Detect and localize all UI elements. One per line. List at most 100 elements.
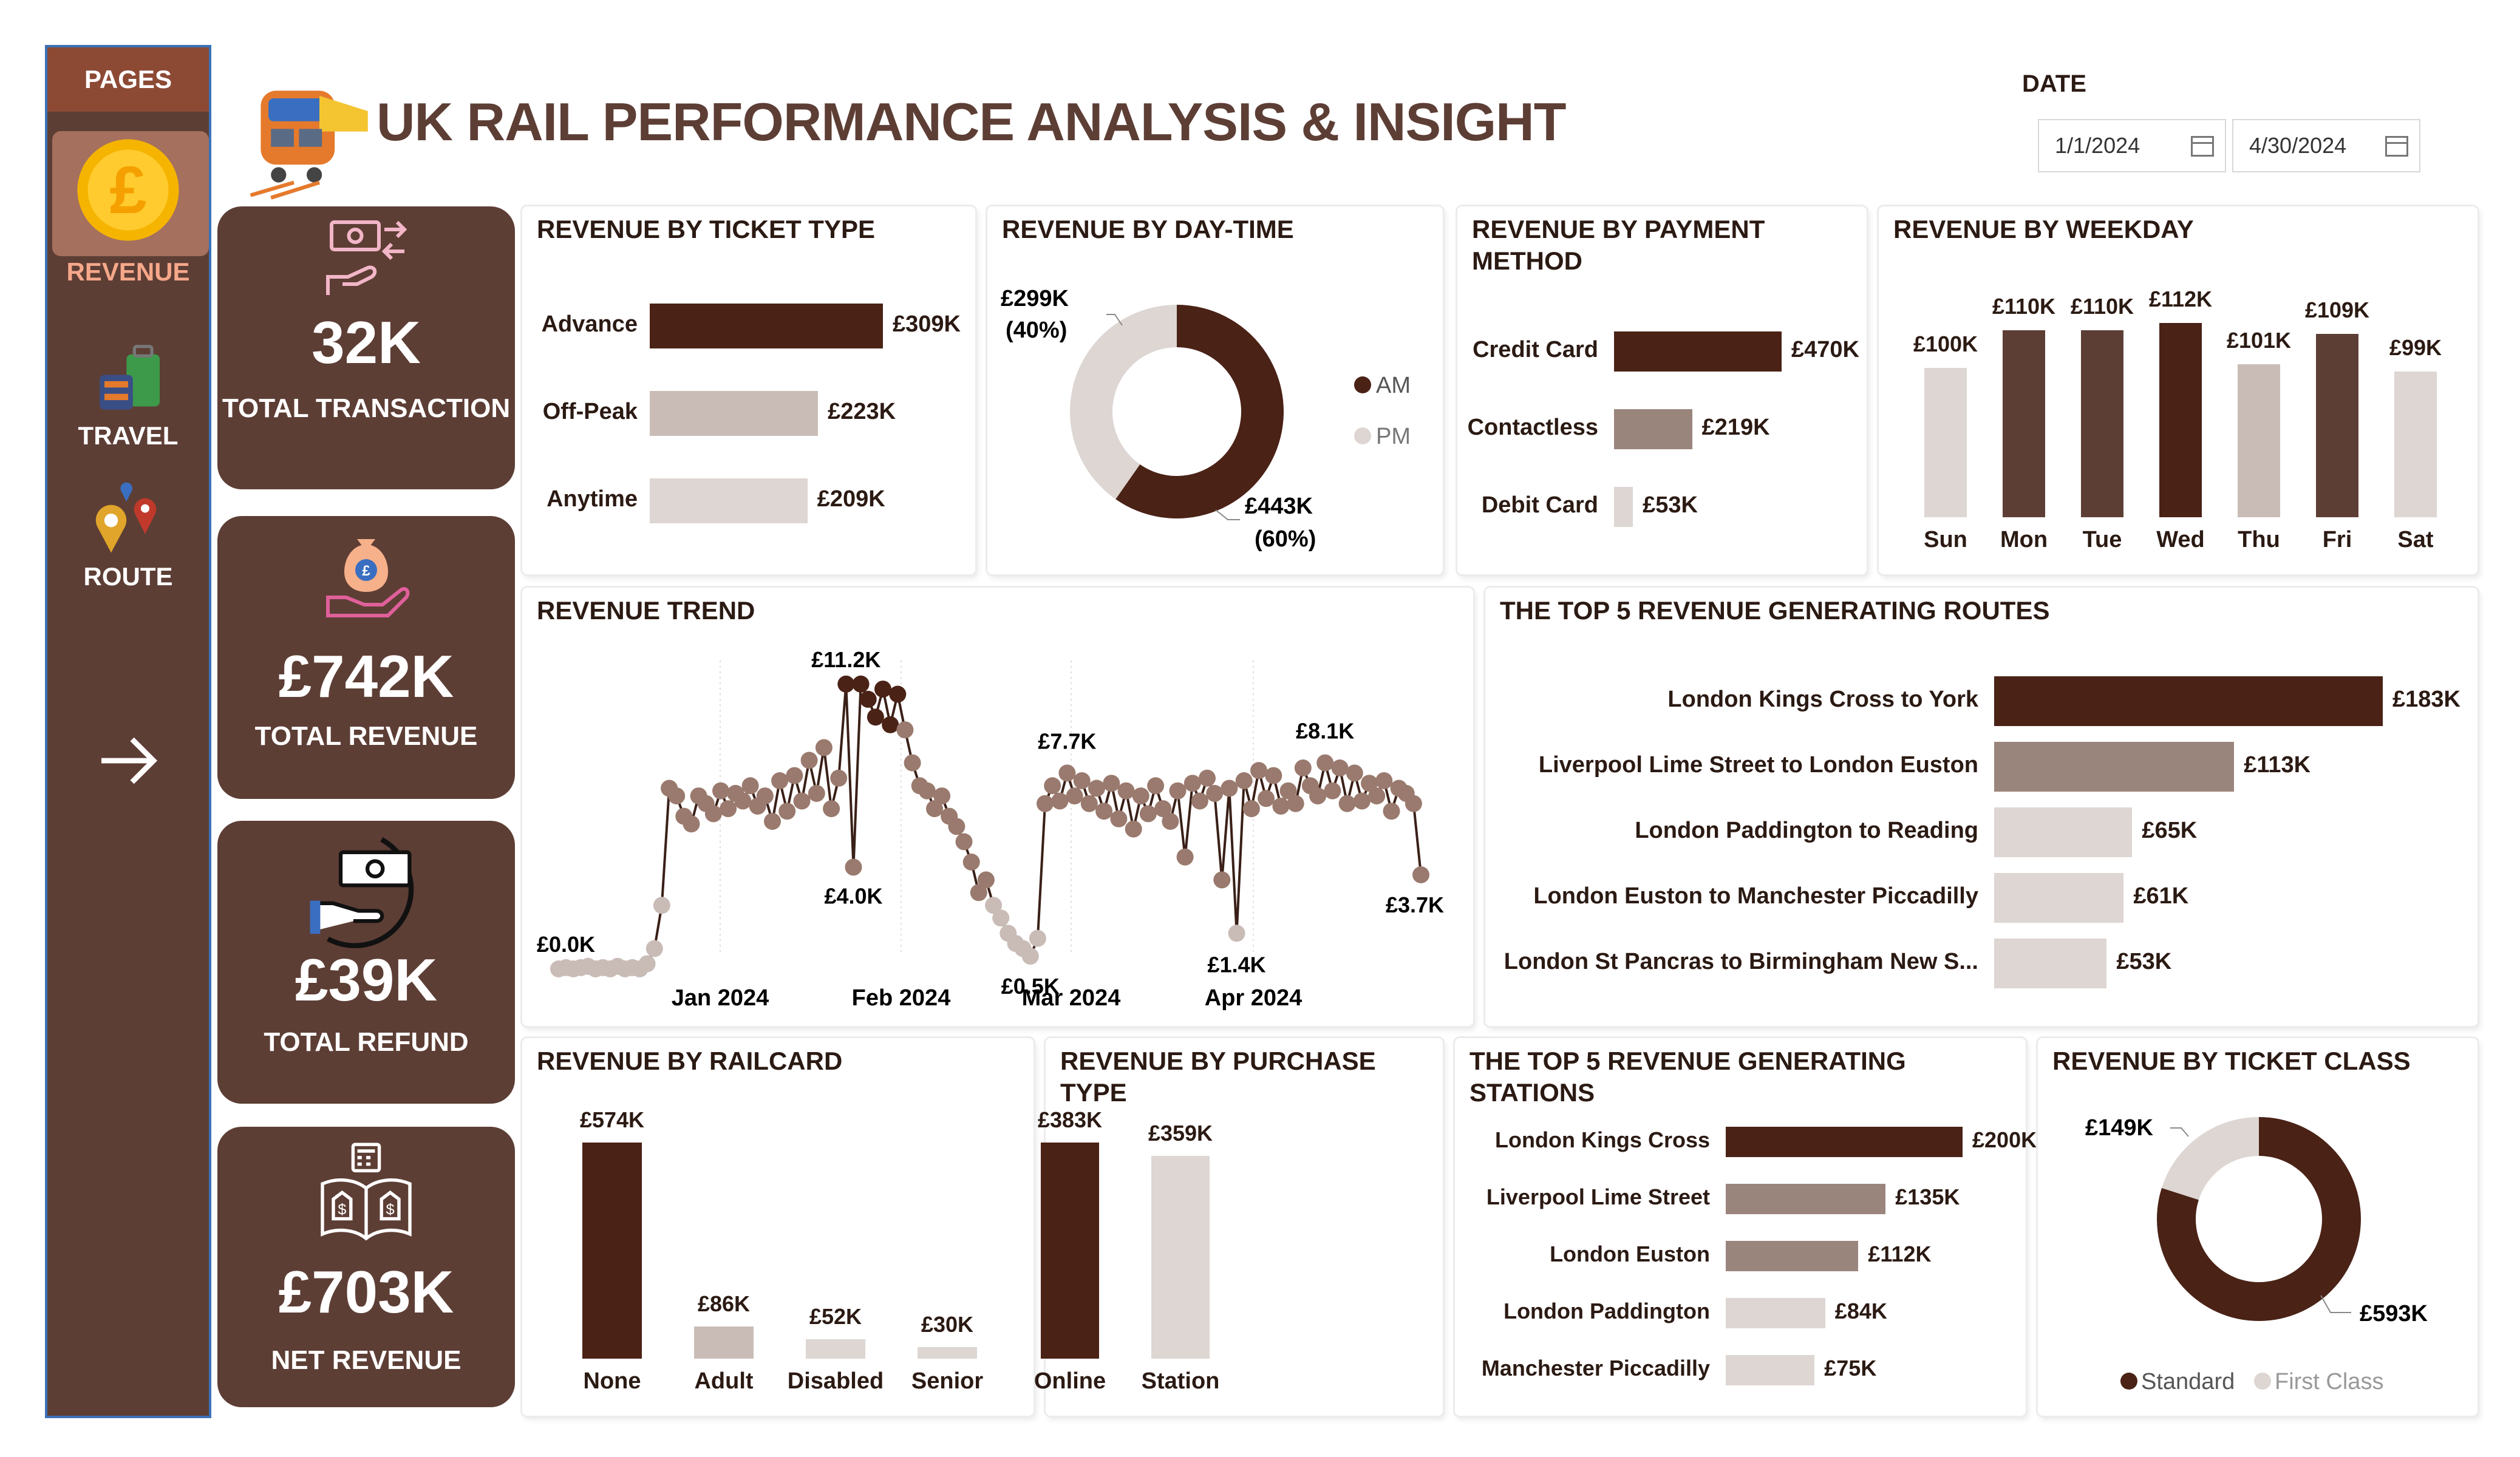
sidebar-item-travel[interactable]: TRAVEL bbox=[47, 342, 209, 450]
trend-point bbox=[1073, 772, 1091, 789]
trend-point bbox=[1206, 784, 1224, 802]
trend-point bbox=[1117, 782, 1135, 800]
day-time-donut-chart: £443K (60%) £299K (40%) AM PM bbox=[1001, 286, 1411, 552]
calculator-book-icon: $ $ bbox=[321, 1143, 412, 1241]
trend-data-label: £3.7K bbox=[1386, 892, 1444, 917]
panel-top-routes: THE TOP 5 REVENUE GENERATING ROUTES Lond… bbox=[1485, 588, 2477, 1026]
trend-point bbox=[977, 871, 995, 889]
calendar-icon[interactable] bbox=[2191, 136, 2214, 157]
x-tick-label: Apr 2024 bbox=[1205, 985, 1303, 1011]
panel-title: REVENUE BY TICKET TYPE bbox=[537, 215, 875, 243]
trend-point bbox=[1021, 948, 1039, 965]
bar bbox=[1726, 1184, 1886, 1214]
trend-point bbox=[1375, 772, 1393, 789]
kpi-label: TOTAL TRANSACTION bbox=[222, 393, 511, 423]
panel-revenue-by-railcard: REVENUE BY RAILCARD £574K None £86K Adult £5… bbox=[522, 1038, 1034, 1416]
panel-title: REVENUE TREND bbox=[537, 596, 755, 625]
bar-category-label: Mon bbox=[2000, 527, 2048, 552]
legend-label: First Class bbox=[2275, 1369, 2383, 1394]
bar-value-label: £110K bbox=[2070, 294, 2134, 319]
bar bbox=[1614, 409, 1692, 449]
leader-line bbox=[2320, 1295, 2351, 1313]
bar bbox=[2081, 330, 2123, 517]
bar-category-label: Adult bbox=[694, 1368, 754, 1394]
bar-category-label: Liverpool Lime Street bbox=[1486, 1184, 1710, 1209]
panel-revenue-by-ticket-class: REVENUE BY TICKET CLASS £149K £593K Standa… bbox=[2038, 1038, 2477, 1416]
trend-point bbox=[1309, 787, 1327, 805]
trend-point bbox=[1183, 775, 1201, 792]
date-end-value: 4/30/2024 bbox=[2249, 133, 2347, 158]
date-end-input[interactable]: 4/30/2024 bbox=[2232, 119, 2420, 172]
money-transfer-icon bbox=[326, 220, 407, 295]
bar-category-label: Credit Card bbox=[1473, 337, 1598, 362]
trend-point bbox=[815, 739, 833, 756]
bar-category-label: Tue bbox=[2082, 527, 2122, 552]
slice-value-label: £299K bbox=[1001, 286, 1069, 311]
bar-value-label: £52K bbox=[809, 1303, 862, 1329]
bar-value-label: £30K bbox=[921, 1312, 974, 1337]
x-tick-label: Jan 2024 bbox=[672, 985, 769, 1011]
bar bbox=[2394, 372, 2437, 517]
trend-data-label: £11.2K bbox=[811, 647, 880, 672]
kpi-value: £742K bbox=[278, 643, 454, 710]
trend-point bbox=[1338, 795, 1356, 812]
panel-title: REVENUE BY RAILCARD bbox=[537, 1047, 843, 1075]
bar bbox=[1924, 367, 1967, 517]
panel-top-stations: THE TOP 5 REVENUE GENERATING STATIONS Lo… bbox=[1455, 1038, 2037, 1416]
legend-marker bbox=[1354, 427, 1371, 444]
kpi-total-revenue: £ £742K TOTAL REVENUE bbox=[217, 516, 515, 799]
calendar-icon[interactable] bbox=[2385, 136, 2408, 157]
trend-point bbox=[800, 752, 818, 769]
trend-point bbox=[1361, 775, 1378, 792]
bar-value-label: £75K bbox=[1824, 1356, 1877, 1381]
trend-data-label: £0.0K bbox=[537, 932, 595, 957]
bar-value-label: £84K bbox=[1834, 1299, 1887, 1323]
trend-point bbox=[638, 955, 656, 973]
bar-value-label: £383K bbox=[1037, 1107, 1103, 1132]
trend-point bbox=[1265, 767, 1282, 784]
sidebar-item-revenue[interactable]: £ REVENUE bbox=[47, 132, 209, 287]
bar-value-label: £135K bbox=[1895, 1184, 1960, 1209]
bar-value-label: £209K bbox=[817, 486, 885, 512]
luggage-icon bbox=[100, 345, 160, 410]
trend-point bbox=[1235, 772, 1253, 789]
trend-point bbox=[992, 909, 1010, 927]
bar-category-label: London Paddington bbox=[1503, 1299, 1710, 1323]
trend-point bbox=[683, 815, 700, 833]
trend-point bbox=[1103, 775, 1120, 792]
svg-text:£: £ bbox=[362, 563, 370, 579]
trend-point bbox=[1221, 779, 1238, 797]
x-tick-label: Mar 2024 bbox=[1022, 985, 1121, 1011]
trend-point bbox=[837, 675, 855, 693]
bar-value-label: £574K bbox=[579, 1107, 645, 1132]
bar bbox=[1041, 1143, 1099, 1359]
sidebar-item-label: REVENUE bbox=[66, 257, 190, 286]
sidebar-item-route[interactable]: ROUTE bbox=[47, 480, 209, 591]
svg-text:$: $ bbox=[338, 1201, 346, 1218]
panel-title: THE TOP 5 REVENUE GENERATING ROUTES bbox=[1500, 596, 2050, 625]
bar-category-label: Senior bbox=[911, 1368, 984, 1394]
legend-marker bbox=[2120, 1373, 2137, 1390]
kpi-value: 32K bbox=[312, 309, 421, 376]
trend-point bbox=[1331, 759, 1349, 776]
map-pins-icon bbox=[95, 482, 157, 553]
bar bbox=[2238, 364, 2280, 517]
date-start-input[interactable]: 1/1/2024 bbox=[2038, 119, 2226, 172]
kpi-total-transaction: 32K TOTAL TRANSACTION bbox=[217, 206, 515, 489]
trend-point bbox=[1162, 813, 1179, 830]
trend-point bbox=[852, 675, 870, 693]
trend-point bbox=[734, 792, 752, 810]
trend-point bbox=[756, 787, 774, 805]
bar-category-label: Manchester Piccadilly bbox=[1481, 1356, 1710, 1381]
next-page-button[interactable] bbox=[47, 727, 209, 800]
bar-value-label: £100K bbox=[1913, 331, 1978, 356]
trend-data-label: £4.0K bbox=[824, 883, 882, 908]
bar bbox=[1726, 1127, 1963, 1157]
trend-point bbox=[1324, 782, 1341, 800]
trend-point bbox=[1279, 782, 1297, 800]
trend-point bbox=[778, 803, 796, 820]
trend-point bbox=[712, 782, 729, 800]
trend-point bbox=[1058, 764, 1076, 782]
bar-category-label: London Kings Cross bbox=[1495, 1127, 1710, 1152]
bar-value-label: £219K bbox=[1701, 415, 1770, 440]
